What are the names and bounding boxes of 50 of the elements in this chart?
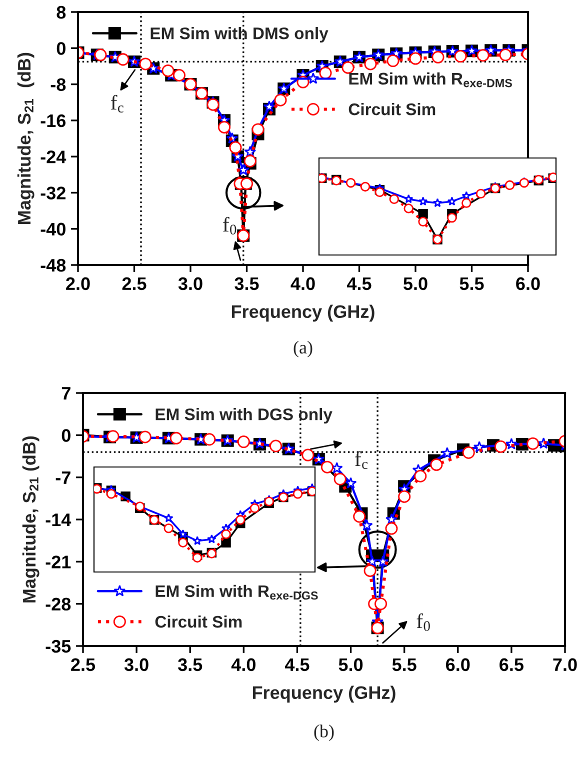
annotation: f$_{c}$	[355, 451, 368, 469]
annotation: f$_{0}$	[223, 216, 236, 234]
x-tick-label: 5.5	[460, 277, 484, 290]
x-tick-label: 6.0	[446, 658, 470, 672]
y-tick-label: 8	[56, 6, 66, 19]
x-tick-label: 4.0	[231, 658, 256, 672]
y-tick-label: -32	[40, 186, 66, 200]
x-tick-label: 2.0	[66, 277, 90, 290]
x-tick-label: 2.5	[71, 658, 96, 672]
y-tick-label: 0	[62, 429, 70, 442]
x-tick-label: 4.0	[290, 277, 315, 290]
y-axis-title: Magnitude, S$_{21}$ (dB)	[22, 436, 40, 602]
y-tick-label: -28	[46, 598, 71, 611]
x-tick-label: 2.5	[122, 277, 146, 290]
legend-label: EM Sim with DGS only	[156, 408, 332, 424]
legend-label: Circuit Sim	[348, 102, 436, 116]
y-tick-label: 0	[56, 42, 66, 55]
legend-label: Circuit Sim	[155, 615, 242, 628]
x-tick-label: 6.0	[516, 277, 540, 290]
y-tick-label: -14	[46, 514, 72, 526]
x-tick-label: 3.0	[178, 277, 202, 290]
legend-label: EM Sim with R$_{exe-DMS}$	[349, 72, 512, 88]
y-tick-label: -8	[50, 78, 66, 92]
x-tick-label: 7.0	[553, 658, 577, 672]
y-tick-label: -24	[40, 150, 66, 164]
y-tick-label: -21	[46, 556, 71, 568]
text: (a)	[294, 340, 312, 358]
y-tick-label: -35	[46, 640, 71, 653]
annotation: f$_{c}$	[110, 94, 124, 113]
x-tick-label: 4.5	[346, 277, 372, 290]
text: (b)	[314, 724, 334, 742]
x-axis-title: Frequency (GHz)	[232, 304, 374, 322]
legend-label: EM Sim with R$_{exe-DGS}$	[156, 584, 318, 600]
x-tick-label: 3.5	[178, 658, 202, 672]
x-axis-title: Frequency (GHz)	[252, 686, 396, 703]
x-tick-label: 5.0	[404, 277, 428, 290]
y-tick-label: -40	[40, 222, 66, 236]
y-tick-label: -48	[40, 258, 66, 272]
annotation: f$_{0}$	[416, 613, 430, 632]
y-tick-label: -7	[56, 471, 70, 484]
y-tick-label: 7	[62, 387, 70, 400]
y-tick-label: -16	[40, 114, 66, 128]
x-tick-label: 3.5	[234, 277, 259, 290]
x-tick-label: 4.5	[284, 658, 310, 672]
y-axis-title: Magnitude, S$_{21}$ (dB)	[17, 52, 34, 224]
x-tick-label: 3.0	[124, 658, 148, 672]
x-tick-label: 5.5	[392, 658, 416, 672]
x-tick-label: 6.5	[500, 658, 524, 672]
x-tick-label: 5.0	[338, 658, 363, 672]
legend-label: EM Sim with DMS only	[150, 27, 328, 43]
